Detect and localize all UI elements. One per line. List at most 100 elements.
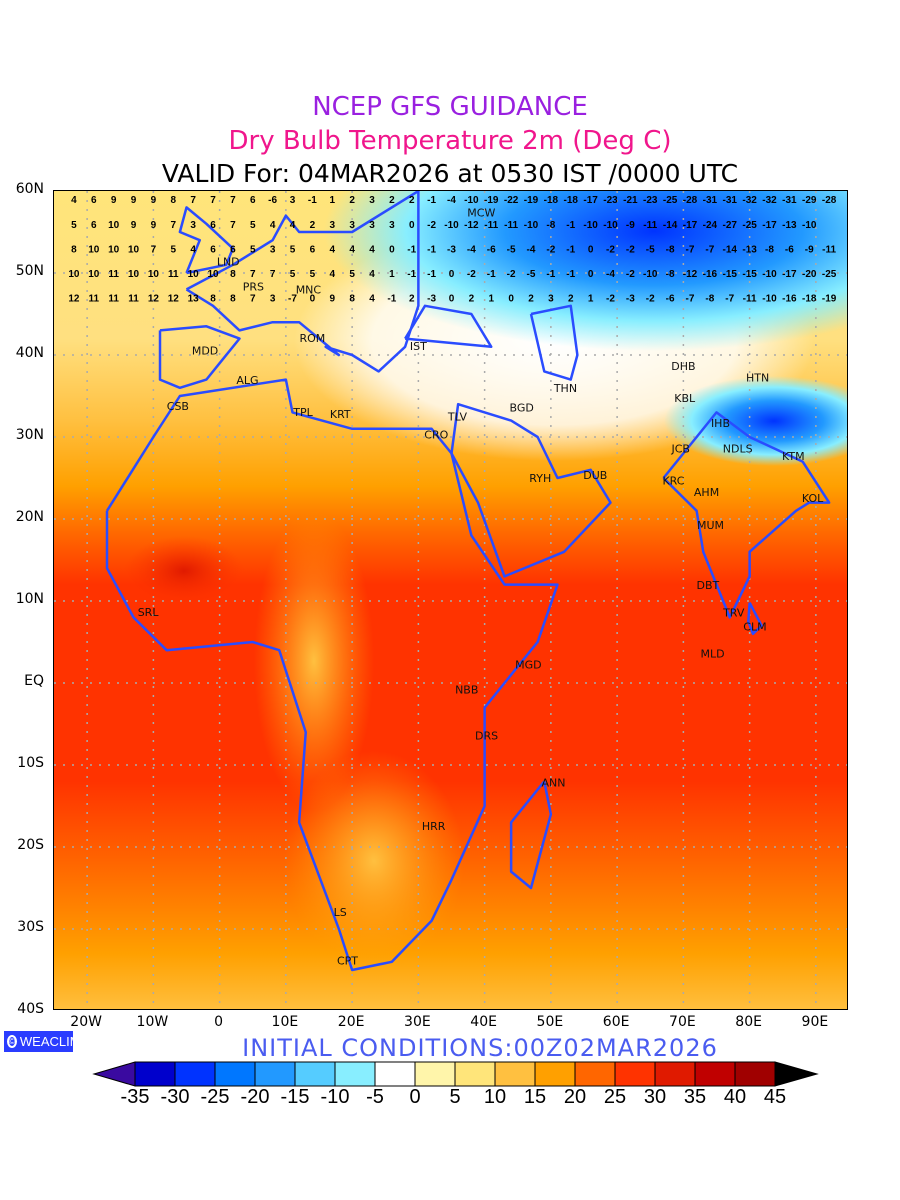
grid-value: -6 — [666, 294, 675, 305]
grid-value: 3 — [329, 220, 335, 231]
grid-value: -10 — [524, 220, 539, 231]
grid-value: 7 — [151, 244, 157, 255]
grid-value: -2 — [546, 244, 555, 255]
grid-value: -5 — [507, 244, 516, 255]
colorbar-swatch — [294, 1061, 336, 1087]
colorbar-swatch — [374, 1061, 416, 1087]
coastline-srilanka — [747, 602, 763, 636]
colorbar-over-arrow — [774, 1061, 819, 1087]
grid-value: -7 — [686, 244, 695, 255]
grid-value: -1 — [308, 195, 317, 206]
logo-text: WEACLIM — [19, 1034, 81, 1049]
grid-value: -7 — [725, 294, 734, 305]
graticule — [54, 191, 847, 1009]
grid-value: -1 — [407, 244, 416, 255]
lat-label: 30S — [17, 919, 44, 935]
station-label: MCW — [467, 206, 495, 219]
grid-value: -17 — [683, 220, 698, 231]
colorbar-label: -20 — [240, 1086, 270, 1108]
station-label: TLV — [447, 411, 468, 424]
grid-value: 10 — [128, 269, 140, 280]
grid-value: -28 — [822, 195, 837, 206]
station-label: MNC — [296, 284, 322, 297]
initial-conditions: INITIAL CONDITIONS:00Z02MAR2026 — [242, 1034, 718, 1062]
colorbar — [92, 1061, 819, 1087]
grid-value: -19 — [822, 294, 837, 305]
station-label: MUM — [697, 519, 724, 532]
grid-value: -18 — [802, 294, 817, 305]
grid-value: 10 — [148, 269, 160, 280]
grid-value: 4 — [329, 269, 335, 280]
grid-value: -4 — [467, 244, 476, 255]
station-label: NBB — [455, 684, 478, 697]
station-label: CLM — [743, 621, 766, 634]
station-label: KOL — [802, 492, 824, 505]
grid-value: 5 — [310, 269, 316, 280]
grid-value: 6 — [210, 244, 216, 255]
grid-value: -10 — [583, 220, 598, 231]
lon-label: 50E — [536, 1014, 564, 1030]
grid-value: 2 — [528, 294, 534, 305]
grid-value: -21 — [623, 195, 638, 206]
grid-value: -6 — [487, 244, 496, 255]
station-label: IST — [410, 340, 427, 353]
grid-value: -1 — [387, 294, 396, 305]
station-label: BGD — [510, 402, 534, 415]
grid-value: -14 — [663, 220, 678, 231]
grid-value: 7 — [250, 269, 256, 280]
grid-value: -17 — [782, 269, 797, 280]
grid-value: 1 — [329, 195, 335, 206]
coastline-europe — [185, 191, 420, 373]
grid-value: -11 — [643, 220, 657, 231]
grid-value: 6 — [250, 195, 256, 206]
grid-value: 9 — [151, 195, 157, 206]
grid-value: -1 — [427, 244, 436, 255]
grid-value: 10 — [108, 244, 120, 255]
grid-value: 6 — [310, 244, 316, 255]
grid-value: 13 — [188, 294, 200, 305]
lat-label: 30N — [15, 427, 44, 443]
temperature-map: 4 6 9 9 9 8 7 7 7 6 -6 3 -1 1 2 3 2 2 -1 -4 -10 -19 -22 -19 -18-… — [53, 190, 848, 1010]
coastline-madagascar — [509, 780, 553, 890]
grid-value: 9 — [131, 195, 137, 206]
grid-value: 6 — [91, 195, 97, 206]
grid-value: -10 — [603, 220, 618, 231]
grid-value: 12 — [168, 294, 180, 305]
station-label: AHM — [694, 486, 719, 499]
grid-value: 7 — [230, 195, 236, 206]
colorbar-swatch — [534, 1061, 576, 1087]
grid-value: 9 — [151, 220, 157, 231]
grid-value: -19 — [524, 195, 539, 206]
grid-value: -10 — [802, 220, 817, 231]
station-label: THN — [553, 382, 577, 395]
grid-value: 4 — [71, 195, 77, 206]
lon-label: 0 — [214, 1014, 224, 1030]
grid-value: -4 — [527, 244, 536, 255]
station-label: TRV — [722, 607, 745, 620]
grid-value: -4 — [606, 269, 615, 280]
station-label: KRC — [662, 475, 684, 488]
grid-value: 12 — [148, 294, 160, 305]
grid-value: 9 — [131, 220, 137, 231]
colorbar-label: -5 — [366, 1086, 384, 1108]
grid-value: 0 — [409, 220, 415, 231]
grid-value: 3 — [270, 294, 276, 305]
grid-value: -3 — [427, 294, 436, 305]
colorbar-label: -10 — [320, 1086, 350, 1108]
grid-value: 9 — [111, 195, 117, 206]
lon-label: 20E — [337, 1014, 365, 1030]
grid-value: 12 — [68, 294, 80, 305]
grid-value: 3 — [349, 220, 355, 231]
grid-value: 10 — [108, 220, 120, 231]
grid-value: 6 — [230, 244, 236, 255]
grid-value: -1 — [427, 269, 436, 280]
grid-value: -15 — [742, 269, 757, 280]
title-valid-time: VALID For: 04MAR2026 at 0530 IST /0000 U… — [161, 159, 739, 188]
colorbar-swatch — [334, 1061, 376, 1087]
grid-value: -10 — [444, 220, 459, 231]
station-label: LS — [334, 906, 347, 919]
grid-value: -2 — [467, 269, 476, 280]
coastlines — [105, 191, 831, 972]
grid-value: -15 — [723, 269, 738, 280]
